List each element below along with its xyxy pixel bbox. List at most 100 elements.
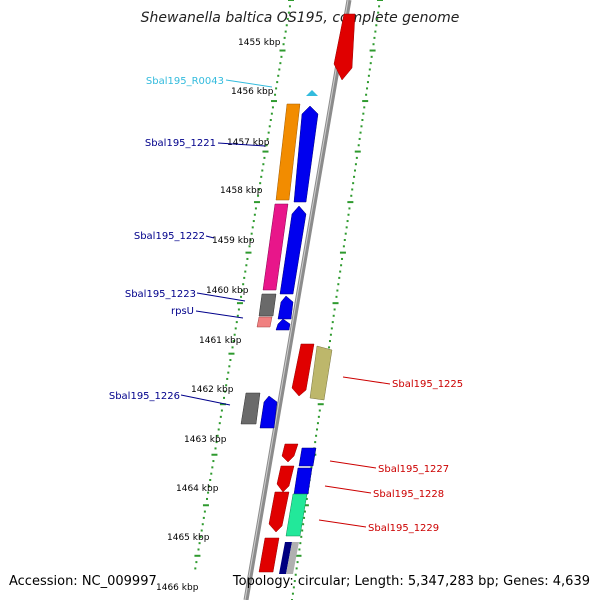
guide-dot <box>347 213 350 216</box>
ruler-tick-label: 1461 kbp <box>199 336 242 346</box>
guide-dot <box>270 100 277 103</box>
guide-dot <box>251 226 254 229</box>
gene-arrow-1229-red[interactable] <box>268 491 290 533</box>
guide-dot <box>303 516 306 519</box>
guide-dot <box>352 182 355 185</box>
gene-arrow-top-red[interactable] <box>333 13 356 81</box>
gene-arrow-bottom-navy[interactable] <box>279 542 292 574</box>
guide-dot <box>361 119 364 121</box>
guide-dot <box>295 554 302 557</box>
gene-label-left[interactable]: rpsU <box>171 306 194 317</box>
guide-dot <box>362 112 365 115</box>
guide-dot <box>254 207 257 210</box>
guide-dot <box>378 5 381 8</box>
guide-dot <box>226 377 229 380</box>
gene-arrow-1228-blue[interactable] <box>293 467 313 495</box>
gene-arrow-1226-grey[interactable] <box>240 392 261 425</box>
gene-labels: Sbal195_R0043 Sbal195_1221 Sbal195_1222 … <box>109 76 463 534</box>
guide-dot <box>207 491 210 494</box>
guide-dot <box>329 333 332 336</box>
guide-dot <box>199 535 202 538</box>
gene-arrow-1225-red[interactable] <box>291 343 315 397</box>
gene-label-right[interactable]: Sbal195_1227 <box>378 464 449 475</box>
gene-arrow-1222-pink[interactable] <box>262 203 289 291</box>
guide-dot <box>362 100 369 103</box>
guide-dot <box>314 441 317 444</box>
guide-dot <box>210 472 213 475</box>
guide-dot <box>219 415 222 418</box>
guide-dot <box>258 188 261 191</box>
gene-arrow-1222-blue[interactable] <box>279 205 307 295</box>
guide-dot <box>212 460 215 463</box>
guide-dot <box>279 49 286 52</box>
guide-dot <box>233 333 236 336</box>
guide-dot <box>339 251 346 254</box>
guide-dot <box>234 327 237 330</box>
guide-dot <box>253 213 256 216</box>
genome-summary-text: Topology: circular; Length: 5,347,283 bp… <box>232 574 590 589</box>
guide-dot <box>232 340 235 343</box>
guide-dot <box>366 87 369 90</box>
guide-dot <box>215 441 218 444</box>
gene-label-left[interactable]: Sbal195_1222 <box>134 231 205 242</box>
gene-arrow-rpsu-pink[interactable] <box>256 316 273 328</box>
guide-dot <box>301 529 304 532</box>
guide-dot <box>263 156 266 159</box>
guide-dot <box>350 194 353 197</box>
gene-arrow-1223-blue[interactable] <box>277 295 294 320</box>
guide-dot <box>248 245 251 248</box>
gene-label-right[interactable]: Sbal195_1225 <box>392 379 463 390</box>
guide-dot <box>197 548 200 551</box>
guide-dot <box>217 428 220 431</box>
gene-arrow-1223-grey[interactable] <box>258 293 277 317</box>
gene-arrow-1229-green[interactable] <box>285 493 308 537</box>
guide-dot <box>285 24 288 27</box>
guide-dot <box>374 30 377 33</box>
leader-line <box>225 79 273 88</box>
gene-arrow-1227-blue[interactable] <box>298 447 317 467</box>
guide-dot <box>316 428 319 431</box>
leader-line <box>324 485 372 494</box>
dotted-guides <box>194 0 383 600</box>
gene-arrow-rpsu-blue[interactable] <box>275 318 291 331</box>
guide-dot <box>240 295 243 298</box>
ruler-tick-label: 1466 kbp <box>156 583 199 593</box>
guide-dot <box>236 314 239 317</box>
rna-marker[interactable] <box>306 90 318 96</box>
guide-dot <box>208 485 211 488</box>
gene-arrow-1226-blue[interactable] <box>259 395 278 429</box>
gene-arrow-bottom-grey[interactable] <box>286 542 299 574</box>
guide-dot <box>229 359 232 361</box>
genome-backbone-highlight <box>244 0 349 600</box>
gene-arrow-1228-red[interactable] <box>276 465 295 493</box>
guide-dot <box>194 554 201 557</box>
gene-arrow-1225-khaki[interactable] <box>309 345 333 401</box>
guide-dot <box>249 239 252 241</box>
guide-dot <box>262 163 265 166</box>
guide-dot <box>286 17 289 20</box>
guide-dot <box>245 251 252 254</box>
gene-label-right[interactable]: Sbal195_1228 <box>373 489 444 500</box>
leader-line <box>217 142 266 147</box>
gene-label-left[interactable]: Sbal195_1226 <box>109 391 180 402</box>
guide-dot <box>236 302 243 305</box>
guide-dot <box>282 43 285 46</box>
gene-arrow-1221-orange[interactable] <box>275 103 301 201</box>
guide-dot <box>346 220 349 223</box>
guide-dot <box>341 257 344 260</box>
guide-dot <box>237 308 240 311</box>
gene-label-right[interactable]: Sbal195_1229 <box>368 523 439 534</box>
gene-label-left[interactable]: Sbal195_1221 <box>145 138 216 149</box>
genome-backbone <box>243 0 352 600</box>
gene-label-rna[interactable]: Sbal195_R0043 <box>146 76 224 87</box>
accession-text: Accession: NC_009997 <box>9 574 157 589</box>
guide-dot <box>200 529 203 532</box>
guide-dot <box>376 17 379 20</box>
ruler-tick-label: 1457 kbp <box>227 138 270 148</box>
gene-arrow-1221-blue[interactable] <box>293 105 319 203</box>
gene-arrow-bottom-red[interactable] <box>258 537 280 573</box>
guide-dot <box>243 276 246 279</box>
gene-label-left[interactable]: Sbal195_1223 <box>125 289 196 300</box>
guide-dot <box>305 497 308 500</box>
gene-arrow-1227-red[interactable] <box>281 443 299 463</box>
